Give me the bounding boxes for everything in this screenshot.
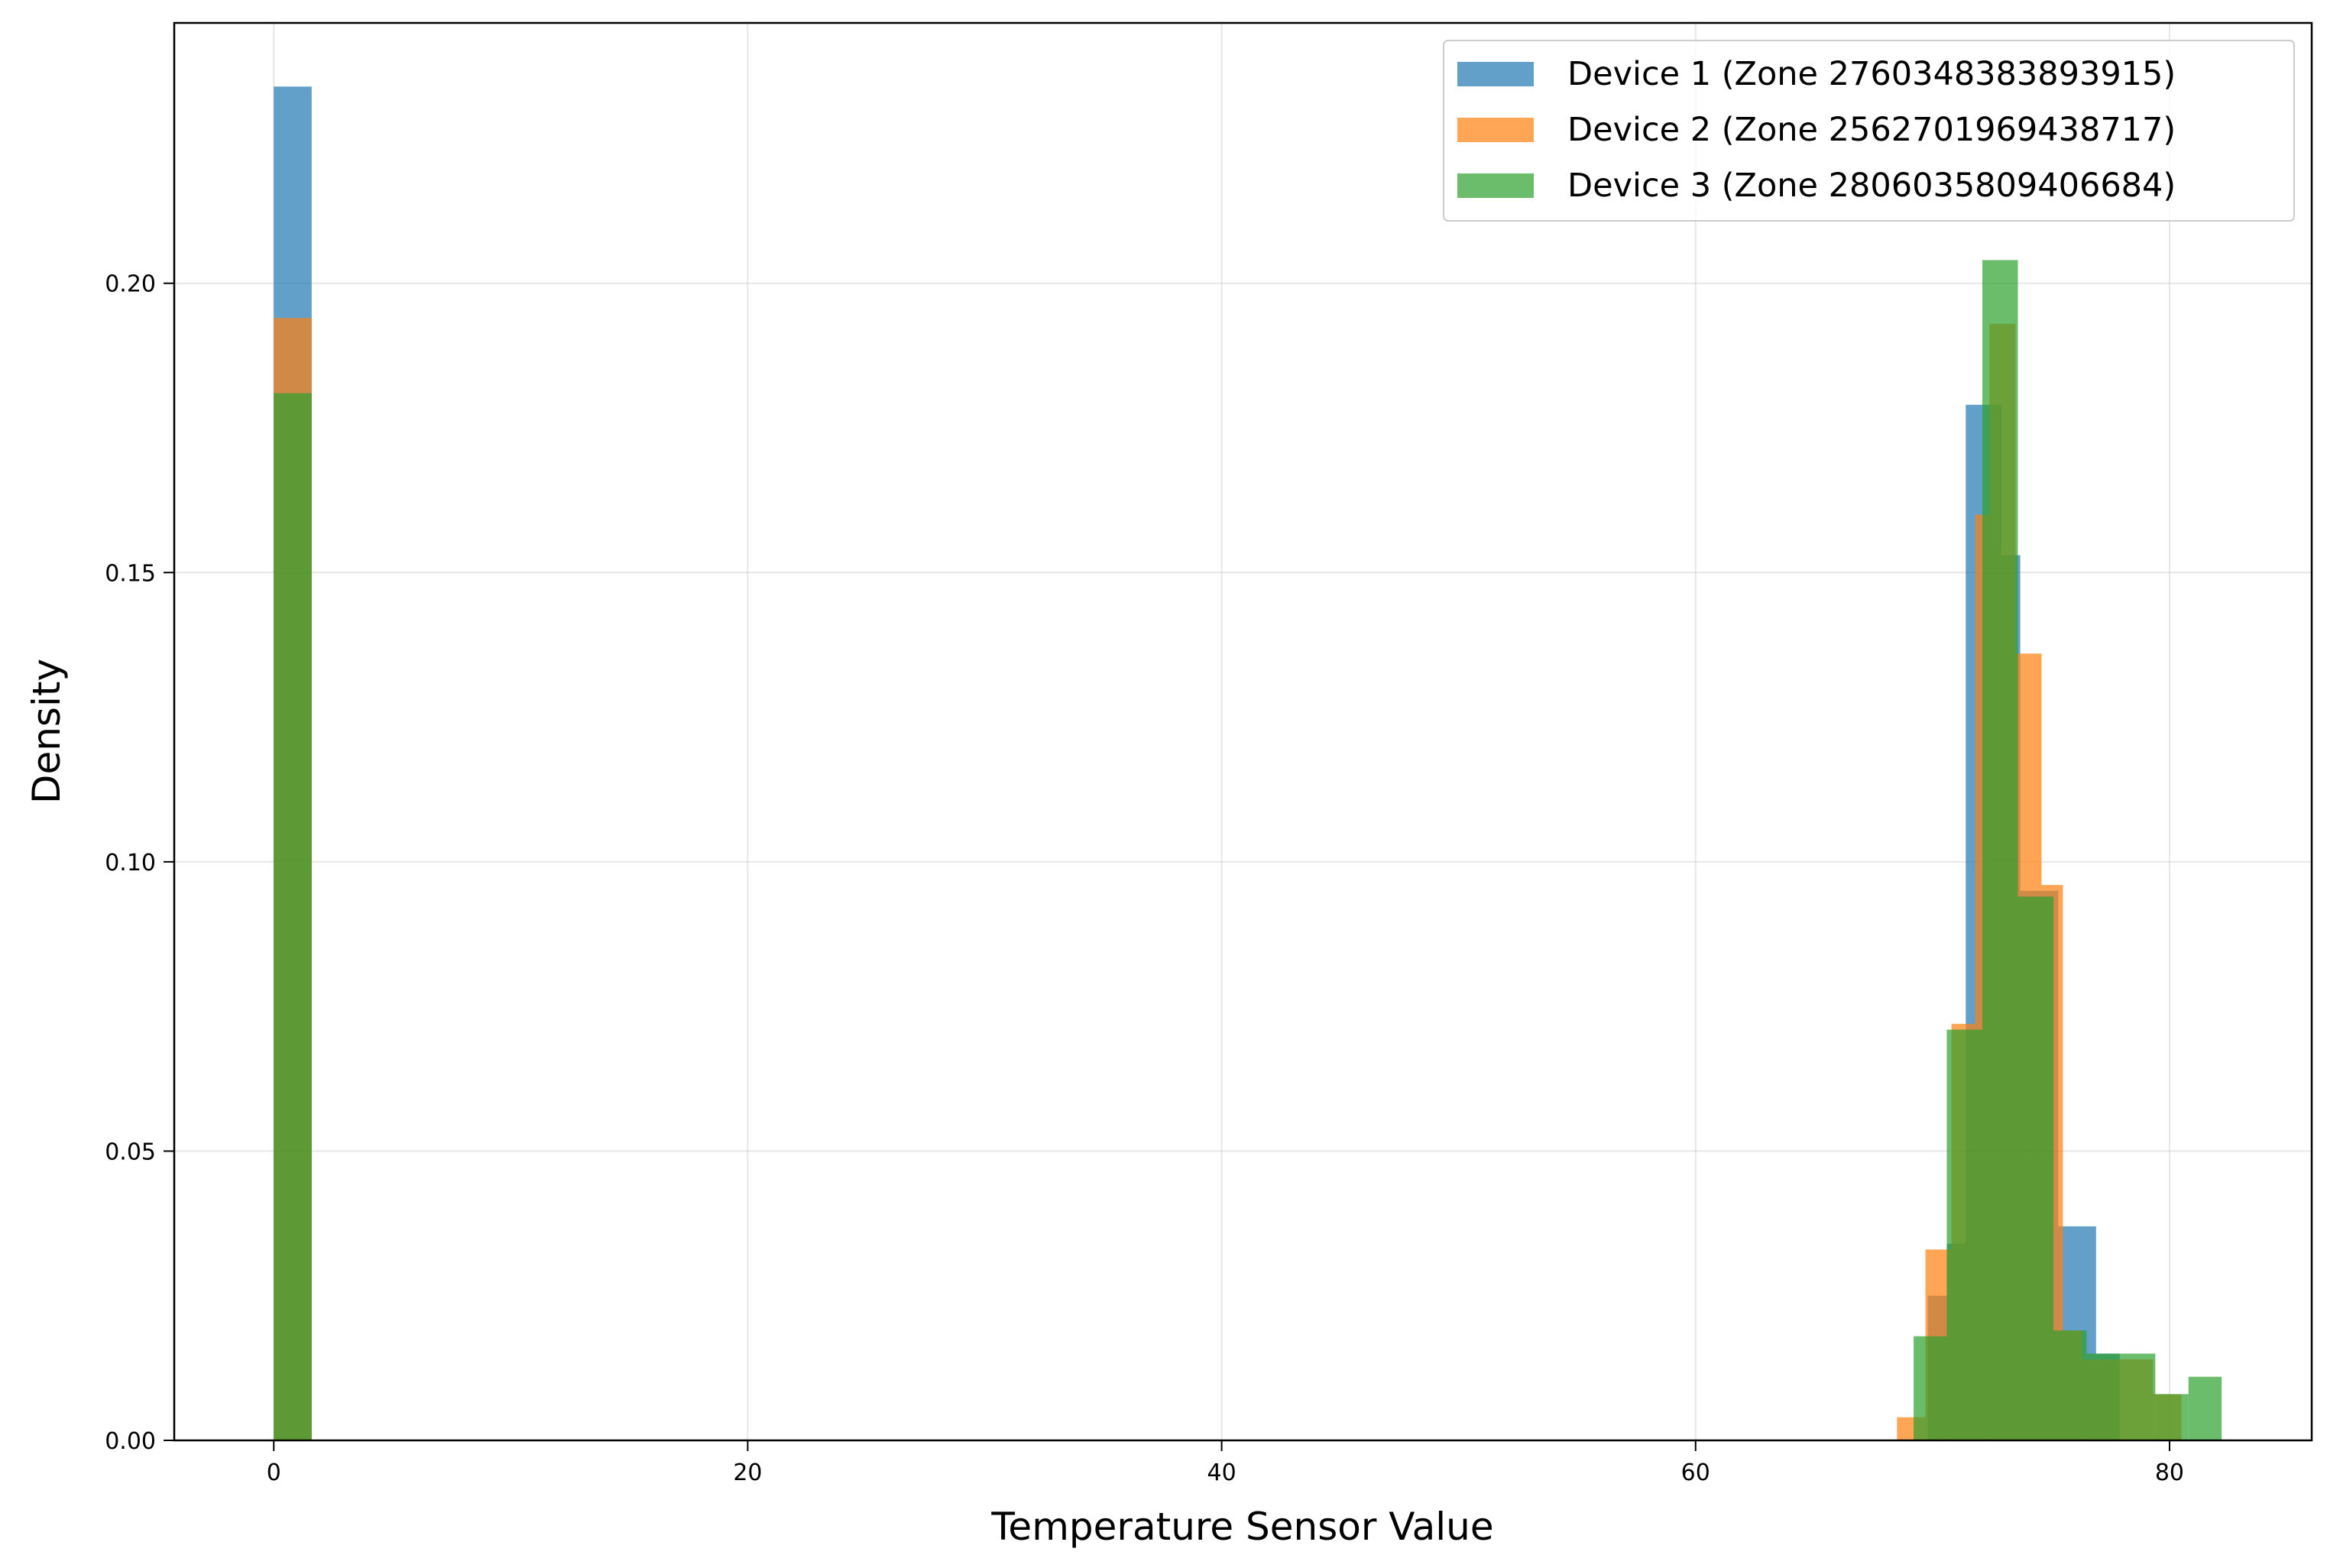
histogram-bar: [2188, 1376, 2222, 1440]
y-axis-title: Density: [24, 659, 69, 804]
histogram-bar: [2053, 1330, 2087, 1440]
x-tick-label: 40: [1207, 1459, 1236, 1486]
histogram-bar: [1946, 1029, 1982, 1440]
x-tick-label: 20: [733, 1459, 762, 1486]
legend: Device 1 (Zone 2760348383893915) Device 2…: [1443, 40, 2295, 222]
x-tick-label: 0: [267, 1459, 281, 1486]
legend-swatch: [1457, 118, 1534, 142]
legend-frame: [1443, 40, 2295, 222]
histogram-bar: [1914, 1336, 1947, 1440]
histogram-bar: [2155, 1394, 2189, 1440]
x-tick-label: 60: [1681, 1459, 1710, 1486]
y-tick-label: 0.05: [105, 1139, 156, 1165]
histogram-bar: [1982, 260, 2018, 1440]
histogram-bar: [274, 393, 312, 1440]
histogram-bar: [2017, 896, 2054, 1440]
plot-area: 0 20 40 60 80 0.00 0.05 0.10 0.15 0.20: [105, 21, 2313, 1486]
y-tick-label: 0.10: [105, 850, 156, 876]
y-tick-label: 0.00: [105, 1428, 156, 1455]
axes-frame: [173, 21, 2313, 1442]
x-axis-ticks: 0 20 40 60 80: [267, 1440, 2184, 1486]
legend-label: Device 3 (Zone 2806035809406684): [1567, 167, 2176, 205]
series-3-bars: [274, 260, 2222, 1440]
x-tick-label: 80: [2155, 1459, 2184, 1486]
legend-label: Device 1 (Zone 2760348383893915): [1567, 55, 2176, 93]
histogram-bar: [2121, 1353, 2156, 1440]
y-tick-label: 0.20: [105, 271, 156, 298]
y-axis-ticks: 0.00 0.05 0.10 0.15 0.20: [105, 271, 174, 1455]
y-tick-label: 0.15: [105, 560, 156, 587]
histogram-bar: [2086, 1353, 2122, 1440]
legend-swatch: [1457, 173, 1534, 198]
histogram-bars: [274, 86, 2222, 1441]
legend-label: Device 2 (Zone 2562701969438717): [1567, 111, 2176, 149]
x-axis-title: Temperature Sensor Value: [990, 1505, 1493, 1549]
legend-swatch: [1457, 62, 1534, 86]
